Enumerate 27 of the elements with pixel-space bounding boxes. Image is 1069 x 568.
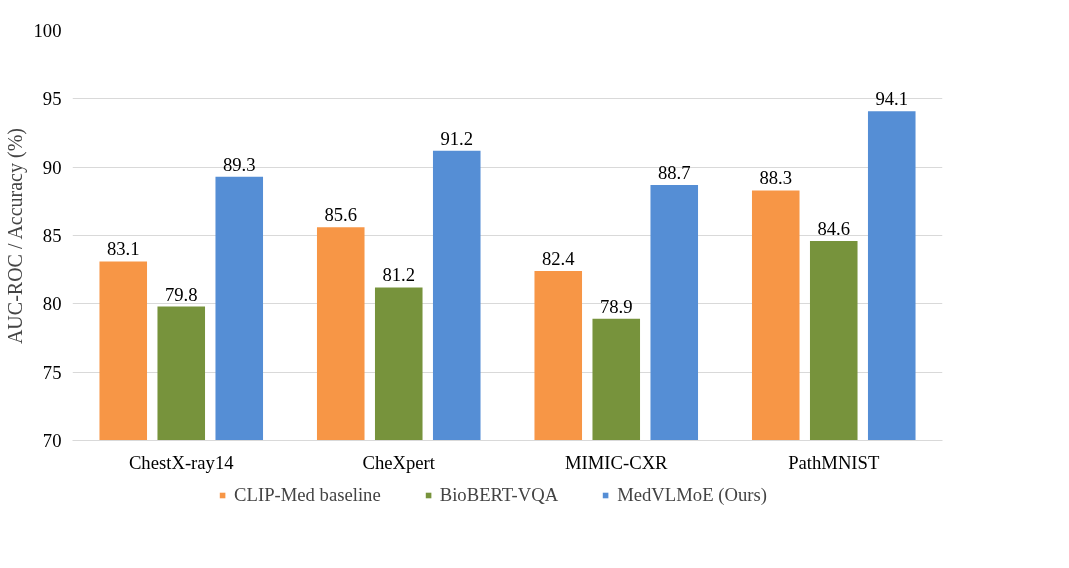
data-label: 79.8: [164, 283, 198, 305]
y-tick-label: 90: [42, 156, 62, 178]
y-axis-title: AUC-ROC / Accuracy (%): [3, 128, 27, 345]
legend-label: CLIP-Med baseline: [234, 484, 381, 506]
data-label: 84.6: [817, 217, 851, 239]
legend-label: BioBERT-VQA: [439, 484, 559, 506]
data-label: 88.7: [657, 161, 691, 183]
data-label: 83.1: [106, 238, 140, 260]
data-label: 78.9: [599, 295, 633, 317]
legend-label: MedVLMoE (Ours): [617, 484, 767, 506]
y-tick-label: 85: [42, 225, 62, 246]
data-label: 82.4: [541, 248, 576, 270]
y-tick-label: 100: [33, 20, 62, 41]
x-tick-label: MIMIC-CXR: [564, 451, 669, 473]
data-label: 88.3: [759, 167, 793, 189]
y-tick-label: 80: [42, 293, 62, 315]
data-label: 89.3: [222, 153, 256, 175]
y-tick-label: 95: [42, 88, 62, 110]
x-tick-label: CheXpert: [362, 451, 436, 473]
data-label: 81.2: [382, 264, 416, 286]
data-label: 94.1: [875, 88, 909, 110]
x-tick-label: ChestX-ray14: [128, 451, 235, 473]
y-tick-label: 75: [42, 361, 62, 383]
y-tick-label: 70: [42, 430, 62, 451]
data-label: 91.2: [440, 127, 474, 149]
x-tick-label: PathMNIST: [788, 451, 880, 473]
data-label: 85.6: [324, 204, 358, 226]
